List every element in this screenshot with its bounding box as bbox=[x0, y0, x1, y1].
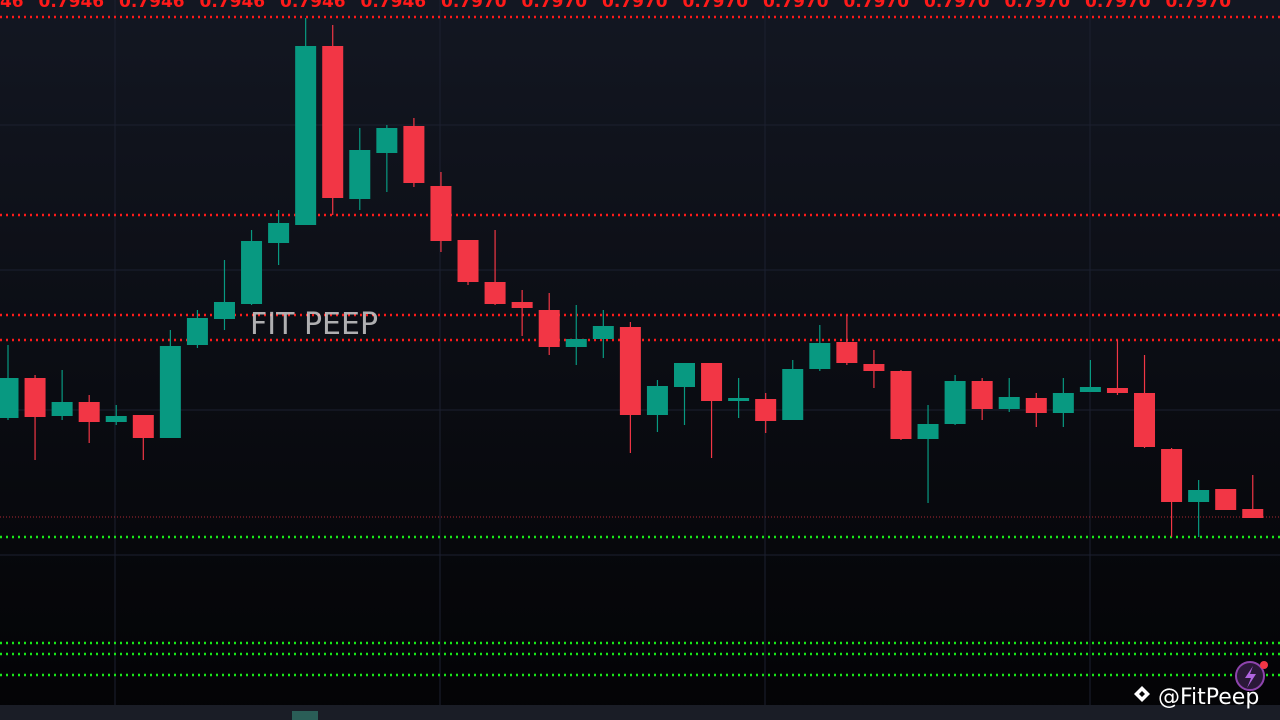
candle-body bbox=[0, 378, 19, 418]
candle-body bbox=[1242, 509, 1264, 518]
candle-body bbox=[1215, 489, 1237, 510]
candle-body bbox=[701, 363, 723, 401]
level-label: 0.7970 bbox=[1005, 0, 1071, 12]
candle-body bbox=[863, 364, 885, 371]
candle-body bbox=[1134, 393, 1156, 447]
candle-body bbox=[403, 126, 425, 183]
level-label: 0.7946 bbox=[39, 0, 105, 12]
candle-body bbox=[619, 327, 641, 415]
candle-body bbox=[1025, 398, 1047, 413]
level-label: 0.7970 bbox=[1085, 0, 1151, 12]
candle-body bbox=[213, 302, 235, 319]
watermark: FIT PEEP bbox=[250, 307, 378, 342]
candle-body bbox=[565, 339, 587, 347]
level-label: 0.7970 bbox=[763, 0, 829, 12]
candle-body bbox=[1106, 388, 1128, 393]
level-label: 0.7970 bbox=[441, 0, 507, 12]
candle-body bbox=[295, 46, 317, 225]
candle-body bbox=[944, 381, 966, 424]
level-label: 0.7946 bbox=[280, 0, 346, 12]
level-label: 0.7946 bbox=[361, 0, 427, 12]
candle-body bbox=[998, 397, 1020, 409]
candle-body bbox=[890, 371, 912, 439]
candle-body bbox=[457, 240, 479, 282]
candle-body bbox=[674, 363, 695, 387]
candle-body bbox=[809, 343, 831, 369]
candle-body bbox=[241, 241, 263, 304]
candle-body bbox=[159, 346, 181, 438]
level-label: 0.7946 bbox=[0, 0, 24, 12]
bottom-bar bbox=[0, 705, 1280, 720]
level-label: 0.7946 bbox=[119, 0, 185, 12]
level-label: 0.7970 bbox=[602, 0, 668, 12]
candle-body bbox=[728, 398, 750, 401]
candle-body bbox=[268, 223, 290, 243]
candle-body bbox=[511, 302, 533, 308]
candle-body bbox=[51, 402, 73, 416]
candle-body bbox=[1161, 449, 1183, 502]
candle-body bbox=[755, 399, 777, 421]
candle-body bbox=[971, 381, 993, 409]
alert-bolt bbox=[1245, 666, 1256, 688]
candle-body bbox=[782, 369, 804, 420]
level-label: 0.7970 bbox=[844, 0, 910, 12]
logo-icon bbox=[1134, 686, 1150, 702]
scroll-handle[interactable] bbox=[292, 711, 318, 720]
candle-body bbox=[430, 186, 452, 241]
candle-body bbox=[24, 378, 46, 417]
alert-dot bbox=[1260, 661, 1268, 669]
level-label: 0.7970 bbox=[683, 0, 749, 12]
level-label: 0.7946 bbox=[200, 0, 266, 12]
candle-body bbox=[917, 424, 939, 439]
candle-body bbox=[105, 416, 127, 422]
candle-body bbox=[1188, 490, 1210, 502]
candle-body bbox=[484, 282, 506, 304]
candle-body bbox=[1052, 393, 1074, 413]
level-label: 0.7970 bbox=[522, 0, 588, 12]
candle-body bbox=[836, 342, 858, 363]
level-label: 0.7970 bbox=[924, 0, 990, 12]
candle-body bbox=[186, 318, 208, 345]
candle-body bbox=[322, 46, 344, 198]
candle-body bbox=[78, 402, 100, 422]
level-label: 0.7970 bbox=[1166, 0, 1232, 12]
candle-body bbox=[349, 150, 371, 199]
handle: @FitPeep bbox=[1158, 685, 1259, 710]
candle-body bbox=[1079, 387, 1101, 392]
candle-body bbox=[646, 386, 668, 415]
candle-body bbox=[132, 415, 154, 438]
candle-body bbox=[592, 326, 614, 339]
candle-body bbox=[538, 310, 560, 347]
candle-body bbox=[376, 128, 398, 153]
